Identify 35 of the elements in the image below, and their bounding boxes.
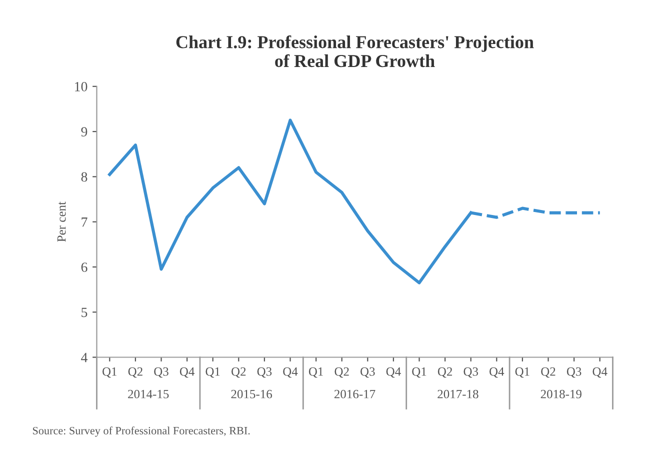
text: 2017-18 <box>438 390 478 398</box>
x-tick-label: Q1 <box>515 367 530 378</box>
x-tick-label: Q3 <box>360 367 375 378</box>
x-tick-label: Q1 <box>206 367 220 378</box>
x-tick-label: Q4 <box>180 367 194 378</box>
y-tick-label: 7 <box>82 218 88 227</box>
chart-title: Chart I.9: Professional Forecasters' Projection of Real GDP Growth <box>176 35 534 68</box>
x-tick-label: Q1 <box>102 367 117 378</box>
x-tick-label: Q4 <box>592 367 608 378</box>
text: 2016-17 <box>334 390 376 398</box>
y-tick-label: 8 <box>81 172 88 182</box>
x-tick-label: Q3 <box>154 367 168 378</box>
x-tick-label: Q4 <box>490 367 504 378</box>
x-tick-label: Q2 <box>128 367 142 378</box>
x-tick-label: Q3 <box>566 367 582 378</box>
x-tick-label: Q2 <box>334 367 349 378</box>
y-tick-label: 5 <box>82 308 88 318</box>
x-tick-label: Q1 <box>308 367 323 378</box>
text: 2014-15 <box>128 390 169 398</box>
y-tick-label: 10 <box>75 82 88 92</box>
x-tick-label: Q2 <box>541 367 556 378</box>
y-tick-label: 4 <box>81 352 88 362</box>
x-tick-label: Q4 <box>386 367 401 378</box>
x-tick-label: Q4 <box>283 367 298 378</box>
x-tick-label: Q2 <box>438 367 452 378</box>
y-tick-label: 9 <box>81 127 88 136</box>
x-tick-label: Q1 <box>412 367 426 378</box>
text: 2015-16 <box>231 390 272 398</box>
y-axis-title: Per cent <box>57 202 66 242</box>
source-note: Source: Survey of Professional Forecasters, RBI. <box>32 426 250 437</box>
y-tick-label: 6 <box>81 262 88 272</box>
x-tick-label: Q3 <box>464 367 478 378</box>
x-tick-label: Q3 <box>257 367 272 378</box>
text: 2018-19 <box>540 390 582 398</box>
x-tick-label: Q2 <box>232 367 246 378</box>
